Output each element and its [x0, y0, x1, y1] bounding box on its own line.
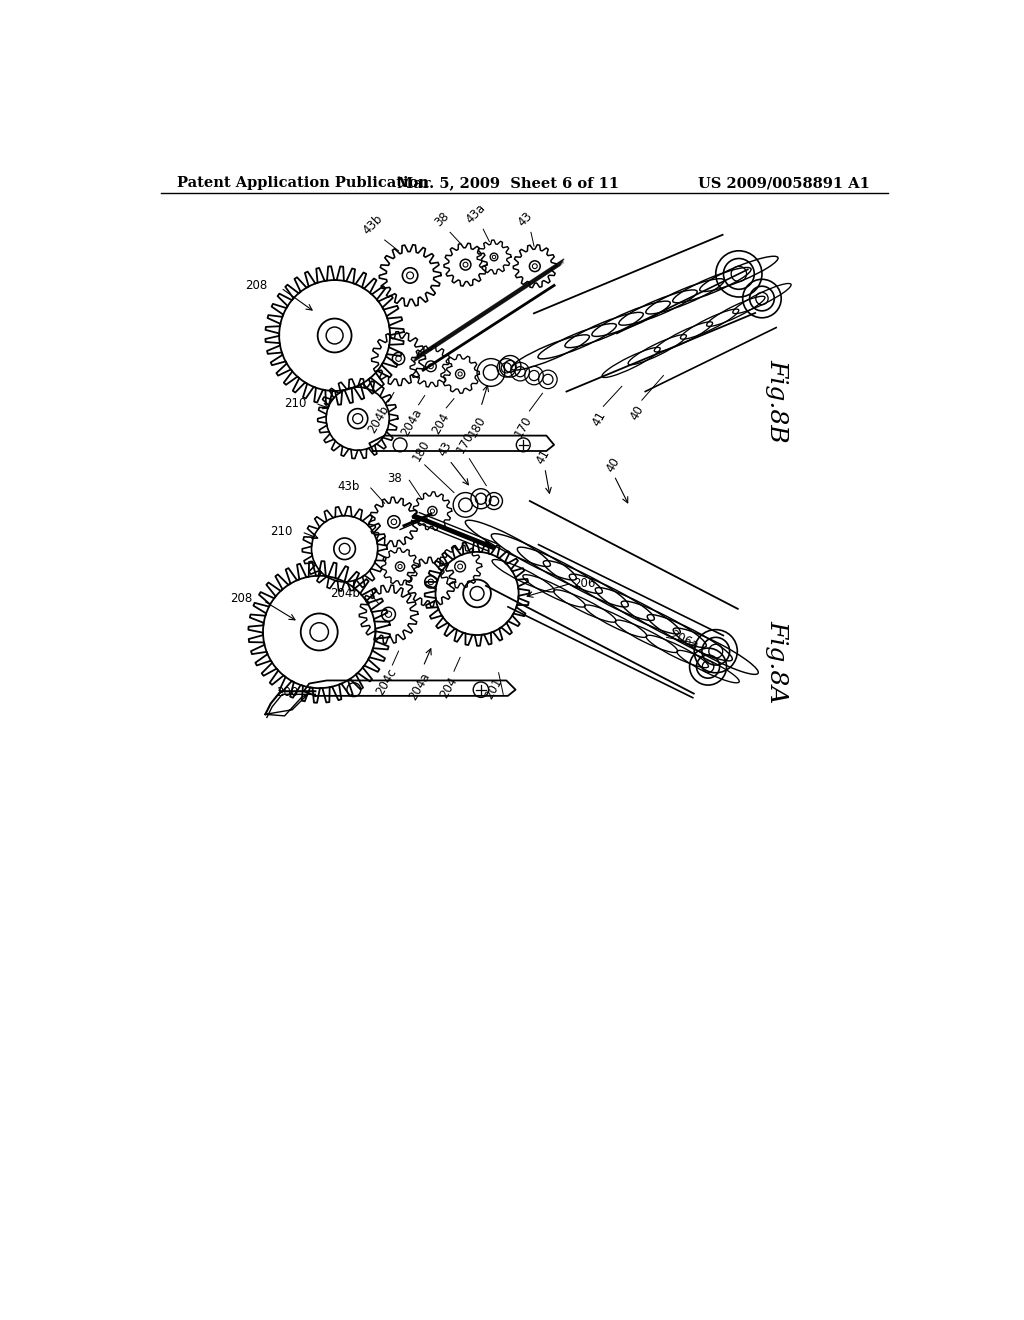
Text: Fig.8B: Fig.8B: [766, 359, 788, 442]
Text: 38: 38: [432, 210, 453, 230]
Circle shape: [326, 387, 389, 450]
Text: 40: 40: [628, 404, 646, 422]
Polygon shape: [265, 693, 309, 715]
Text: 180: 180: [411, 437, 433, 463]
Text: 210: 210: [270, 525, 292, 539]
Text: 204c: 204c: [374, 667, 399, 698]
Polygon shape: [317, 379, 397, 458]
Text: 208: 208: [230, 593, 252, 606]
Text: 43b: 43b: [338, 480, 360, 492]
Circle shape: [280, 280, 390, 391]
Circle shape: [311, 516, 378, 582]
Text: 41: 41: [534, 447, 553, 466]
Polygon shape: [249, 561, 390, 702]
Polygon shape: [302, 507, 387, 591]
Text: 43a: 43a: [463, 202, 488, 226]
Text: 170: 170: [455, 430, 477, 455]
Polygon shape: [370, 436, 554, 451]
Text: 204: 204: [437, 675, 460, 700]
Text: Fig.8A: Fig.8A: [766, 620, 788, 704]
Text: Patent Application Publication: Patent Application Publication: [177, 176, 429, 190]
Text: 206: 206: [573, 577, 596, 590]
Text: 204b: 204b: [330, 587, 360, 601]
Text: 43b: 43b: [360, 213, 386, 238]
Text: 170: 170: [512, 414, 535, 440]
Text: US 2009/0058891 A1: US 2009/0058891 A1: [698, 176, 869, 190]
Polygon shape: [304, 681, 515, 696]
Text: 206a: 206a: [668, 628, 700, 652]
Text: 43: 43: [515, 210, 535, 230]
Text: 201: 201: [482, 676, 505, 702]
Text: 204: 204: [430, 411, 452, 436]
Text: 208: 208: [246, 279, 267, 292]
Text: 43: 43: [435, 440, 454, 459]
Polygon shape: [425, 541, 529, 645]
Text: 200: 200: [276, 686, 298, 700]
Circle shape: [435, 552, 518, 635]
Circle shape: [263, 576, 376, 688]
Text: 204a: 204a: [407, 671, 432, 702]
Text: 180: 180: [466, 414, 488, 440]
Text: 210: 210: [284, 397, 306, 409]
Text: 41: 41: [590, 409, 608, 429]
Text: 204a: 204a: [398, 407, 425, 438]
Polygon shape: [265, 267, 403, 405]
Text: 40: 40: [603, 454, 622, 474]
Text: Mar. 5, 2009  Sheet 6 of 11: Mar. 5, 2009 Sheet 6 of 11: [396, 176, 618, 190]
Text: 204b: 204b: [366, 404, 391, 436]
Text: 38: 38: [387, 473, 401, 486]
